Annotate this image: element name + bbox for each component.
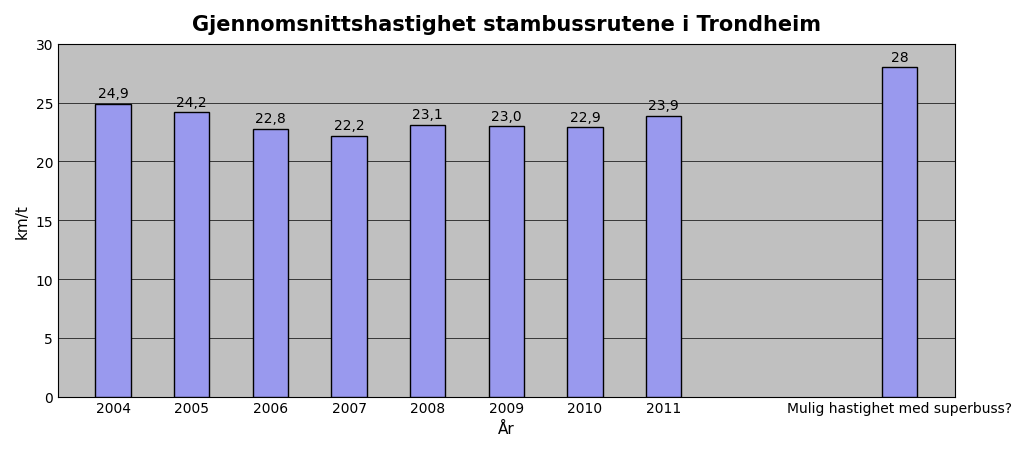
Bar xyxy=(646,116,682,397)
Bar xyxy=(410,126,445,397)
Text: 23,1: 23,1 xyxy=(412,108,443,122)
Text: 23,0: 23,0 xyxy=(491,110,522,124)
Y-axis label: km/t: km/t xyxy=(15,203,30,238)
Bar xyxy=(882,68,917,397)
Text: 24,9: 24,9 xyxy=(98,87,128,101)
Text: 22,8: 22,8 xyxy=(255,112,286,126)
X-axis label: År: År xyxy=(498,421,514,436)
Text: 23,9: 23,9 xyxy=(649,99,679,113)
Text: 28: 28 xyxy=(890,51,908,65)
Title: Gjennomsnittshastighet stambussrutene i Trondheim: Gjennomsnittshastighet stambussrutene i … xyxy=(192,15,821,35)
Bar xyxy=(567,128,602,397)
Text: 22,9: 22,9 xyxy=(569,110,600,124)
Text: 22,2: 22,2 xyxy=(334,119,365,133)
Bar xyxy=(174,113,210,397)
Bar xyxy=(95,105,131,397)
Bar xyxy=(253,129,288,397)
Bar xyxy=(489,127,524,397)
Bar xyxy=(332,136,367,397)
Text: 24,2: 24,2 xyxy=(177,95,207,109)
